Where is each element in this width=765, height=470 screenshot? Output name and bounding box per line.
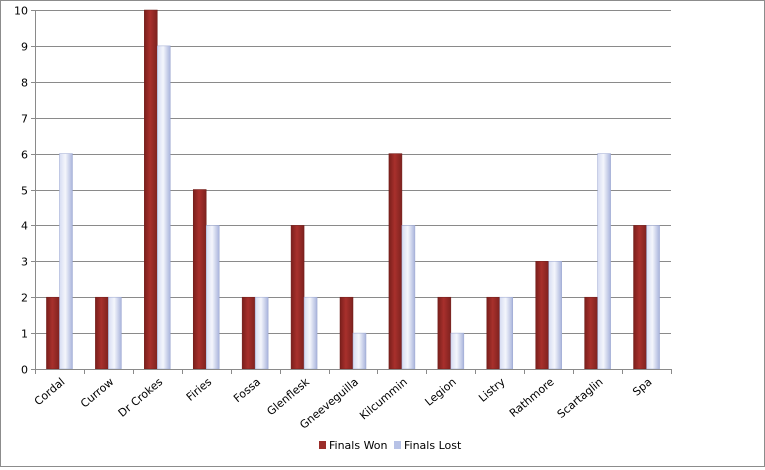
y-tick-label: 7: [21, 113, 28, 126]
bars: [46, 9, 660, 370]
x-tick-label: Rathmore: [507, 375, 557, 420]
y-tick-label: 3: [21, 256, 28, 269]
finals-lost-bar-listry: [499, 296, 514, 370]
finals-won-bar-scartaglin: [584, 296, 598, 370]
finals-won-bar-glenflesk: [290, 225, 305, 370]
legend-label-won: Finals Won: [329, 439, 388, 452]
finals-lost-bar-gneeveguilla: [352, 332, 367, 370]
finals-won-bar-gneeveguilla: [339, 296, 354, 370]
finals-won-bar-cordal: [46, 296, 60, 370]
x-tick-label: Dr Crokes: [116, 375, 166, 420]
y-tick-label: 2: [21, 292, 28, 305]
finals-won-bar-dr-crokes: [144, 9, 158, 370]
legend-label-lost: Finals Lost: [404, 439, 462, 452]
y-tick-label: 6: [21, 149, 28, 162]
y-tick-label: 0: [21, 364, 28, 377]
finals-lost-bar-dr-crokes: [157, 45, 171, 370]
axes: [31, 10, 672, 374]
y-tick-label: 8: [21, 77, 28, 90]
x-axis-ticks: Cordal Currow Dr Crokes Firies Fossa Glenfles…: [32, 375, 655, 432]
x-tick-label: Glenflesk: [264, 375, 312, 418]
finals-lost-bar-kilcummin: [401, 225, 416, 370]
finals-won-bar-currow: [95, 296, 109, 370]
finals-lost-bar-firies: [205, 225, 220, 370]
y-tick-label: 10: [14, 5, 28, 18]
finals-lost-bar-fossa: [254, 296, 269, 370]
x-tick-label: Fossa: [231, 375, 263, 405]
finals-won-bar-rathmore: [535, 261, 549, 370]
legend-swatch-lost: [394, 441, 401, 449]
finals-lost-bar-glenflesk: [303, 296, 318, 370]
finals-lost-bar-rathmore: [548, 261, 562, 370]
x-tick-label: Legion: [422, 375, 458, 408]
finals-won-bar-spa: [633, 225, 647, 370]
finals-lost-bar-scartaglin: [597, 153, 611, 370]
finals-won-bar-listry: [486, 296, 501, 370]
y-tick-label: 5: [21, 185, 28, 198]
finals-lost-bar-legion: [450, 332, 465, 370]
finals-lost-bar-cordal: [59, 153, 73, 370]
x-tick-label: Currow: [78, 375, 116, 410]
finals-won-bar-fossa: [241, 296, 256, 370]
y-tick-label: 1: [21, 328, 28, 341]
legend: Finals Won Finals Lost: [319, 439, 462, 452]
x-tick-label: Kilcummin: [357, 375, 410, 422]
y-tick-label: 4: [21, 220, 28, 233]
x-tick-label: Scartaglin: [555, 375, 606, 421]
finals-won-bar-kilcummin: [388, 153, 403, 370]
x-tick-label: Cordal: [32, 375, 68, 408]
x-tick-label: Firies: [184, 375, 215, 404]
y-tick-label: 9: [21, 41, 28, 54]
gridlines: [35, 10, 671, 334]
x-tick-label: Listry: [476, 375, 508, 405]
y-axis-ticks: 0 1 2 3 4 5 6 7 8 9 10: [14, 5, 28, 377]
finals-won-bar-firies: [192, 189, 207, 370]
legend-swatch-won: [319, 441, 326, 449]
finals-won-bar-legion: [437, 296, 452, 370]
finals-lost-bar-spa: [646, 225, 660, 370]
finals-lost-bar-currow: [108, 296, 122, 370]
x-tick-label: Spa: [630, 375, 654, 398]
